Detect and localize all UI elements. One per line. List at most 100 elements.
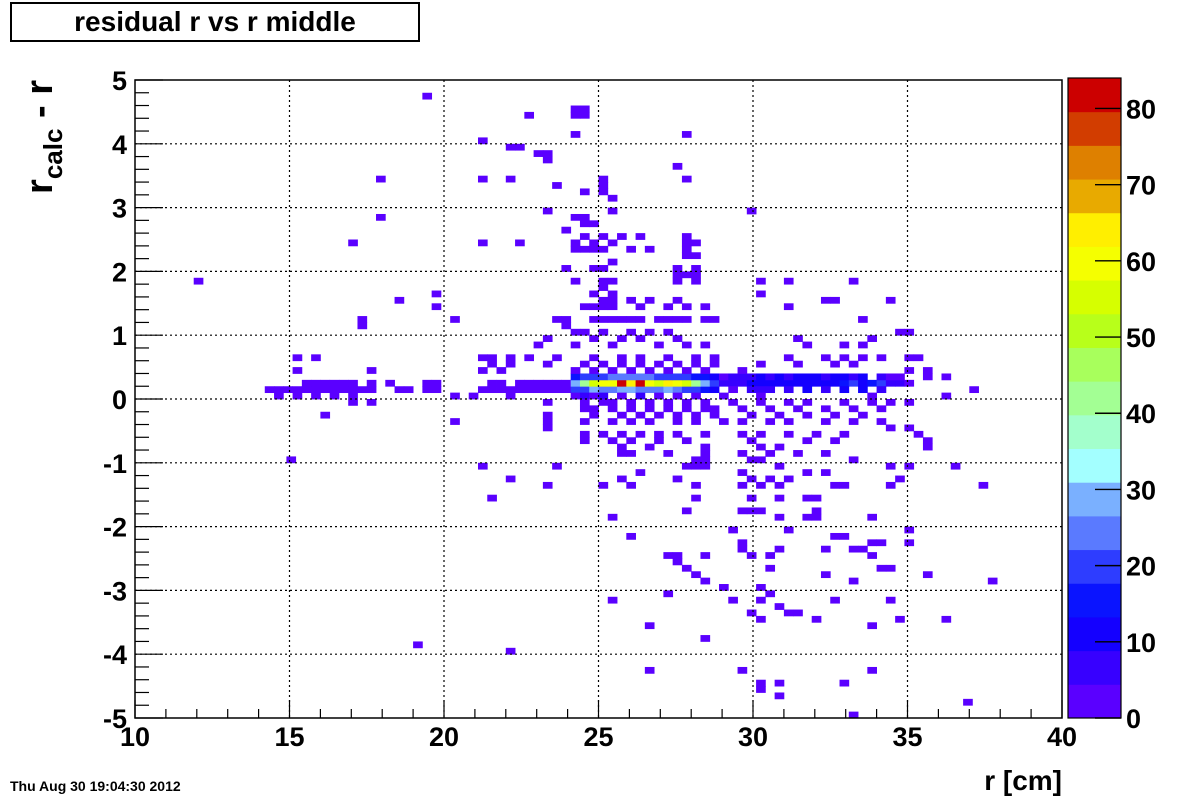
heatmap-cell bbox=[904, 379, 915, 387]
heatmap-cell bbox=[589, 303, 599, 311]
y-tick-label: 3 bbox=[112, 194, 127, 224]
heatmap-cell bbox=[431, 386, 442, 394]
heatmap-cell bbox=[320, 386, 331, 394]
heatmap-cell bbox=[830, 379, 840, 387]
heatmap-cell bbox=[320, 411, 331, 419]
heatmap-cell bbox=[672, 360, 683, 368]
heatmap-cell bbox=[626, 328, 636, 336]
heatmap-cell bbox=[579, 386, 590, 394]
heatmap-cell bbox=[607, 596, 618, 604]
heatmap-cell bbox=[830, 596, 840, 604]
heatmap-cell bbox=[663, 552, 674, 559]
heatmap-cell bbox=[524, 354, 535, 362]
heatmap-cell bbox=[598, 182, 609, 189]
heatmap-cell bbox=[561, 316, 572, 323]
heatmap-cell bbox=[700, 399, 711, 406]
heatmap-cell bbox=[663, 590, 674, 598]
heatmap-cell bbox=[505, 475, 516, 483]
heatmap-cell bbox=[709, 354, 720, 362]
heatmap-cell bbox=[311, 386, 321, 394]
heatmap-cell bbox=[274, 392, 284, 400]
heatmap-cell bbox=[422, 379, 433, 387]
heatmap-cell bbox=[700, 303, 711, 311]
heatmap-cell bbox=[626, 405, 636, 413]
heatmap-cell bbox=[598, 175, 609, 183]
heatmap-cell bbox=[589, 290, 599, 298]
y-tick-label: 1 bbox=[112, 321, 127, 351]
heatmap-cell bbox=[589, 316, 599, 323]
heatmap-cell bbox=[607, 239, 618, 247]
heatmap-cell bbox=[765, 373, 776, 381]
heatmap-cell bbox=[672, 373, 683, 381]
heatmap-cell bbox=[376, 175, 386, 183]
heatmap-cell bbox=[700, 367, 711, 374]
heatmap-cell bbox=[644, 245, 655, 253]
y-axis-label-main: r bbox=[19, 179, 61, 194]
heatmap-cell bbox=[681, 316, 692, 323]
grid-lines bbox=[135, 80, 1062, 718]
heatmap-cell bbox=[626, 379, 636, 387]
heatmap-cell bbox=[598, 430, 609, 438]
heatmap-cell bbox=[570, 341, 581, 349]
heatmap-cell bbox=[746, 437, 757, 445]
heatmap-cell bbox=[607, 399, 618, 406]
heatmap-cell bbox=[691, 277, 701, 285]
heatmap-cell bbox=[579, 373, 590, 381]
palette-tick-label: 60 bbox=[1126, 247, 1156, 277]
heatmap-cell bbox=[820, 373, 831, 381]
heatmap-cell bbox=[839, 373, 850, 381]
heatmap-cell bbox=[663, 379, 674, 387]
heatmap-cell bbox=[681, 564, 692, 572]
x-tick-label: 20 bbox=[429, 722, 459, 752]
heatmap-cell bbox=[589, 373, 599, 381]
heatmap-cell bbox=[765, 418, 776, 425]
heatmap-cell bbox=[617, 233, 627, 240]
heatmap-cell bbox=[487, 379, 497, 387]
heatmap-cell bbox=[598, 284, 609, 291]
heatmap-cell bbox=[700, 430, 711, 438]
heatmap-cell bbox=[274, 386, 284, 394]
heatmap-cell bbox=[867, 399, 877, 406]
heatmap-cell bbox=[681, 462, 692, 470]
heatmap-cell bbox=[598, 188, 609, 196]
heatmap-cell bbox=[895, 328, 905, 336]
heatmap-cell bbox=[876, 354, 887, 362]
heatmap-cell bbox=[737, 450, 748, 457]
heatmap-cell bbox=[505, 647, 516, 655]
y-tick-label: -1 bbox=[103, 449, 127, 479]
heatmap-cell bbox=[654, 411, 664, 419]
heatmap-cell bbox=[737, 481, 748, 489]
heatmap-cell bbox=[885, 596, 896, 604]
heatmap-cell bbox=[533, 341, 544, 349]
heatmap-cell bbox=[654, 360, 664, 368]
heatmap-cell bbox=[904, 399, 915, 406]
heatmap-cell bbox=[607, 207, 618, 215]
heatmap-cell bbox=[746, 207, 757, 215]
heatmap-cell bbox=[830, 411, 840, 419]
heatmap-cell bbox=[607, 513, 618, 521]
heatmap-cell bbox=[774, 603, 785, 610]
heatmap-cell bbox=[552, 379, 562, 387]
palette-tick-label: 50 bbox=[1126, 323, 1156, 353]
y-tick-label: 4 bbox=[112, 130, 127, 160]
chart-title: residual r vs r middle bbox=[10, 2, 420, 42]
heatmap-cell bbox=[783, 303, 794, 311]
heatmap-cell bbox=[830, 296, 840, 304]
heatmap-cell bbox=[765, 386, 776, 394]
heatmap-cell bbox=[477, 367, 488, 374]
heatmap-cell bbox=[626, 437, 636, 445]
heatmap-cell bbox=[737, 379, 748, 387]
heatmap-cell bbox=[542, 399, 553, 406]
heatmap-cell bbox=[617, 475, 627, 483]
heatmap-cell bbox=[848, 373, 859, 381]
heatmap-cell bbox=[756, 386, 766, 394]
heatmap-cell bbox=[765, 379, 776, 387]
heatmap-cell bbox=[811, 430, 822, 438]
heatmap-cell bbox=[626, 481, 636, 489]
heatmap-cell bbox=[848, 405, 859, 413]
heatmap-cell bbox=[570, 328, 581, 336]
heatmap-cell bbox=[487, 386, 497, 394]
heatmap-cell bbox=[681, 373, 692, 381]
heatmap-cell bbox=[403, 386, 414, 394]
